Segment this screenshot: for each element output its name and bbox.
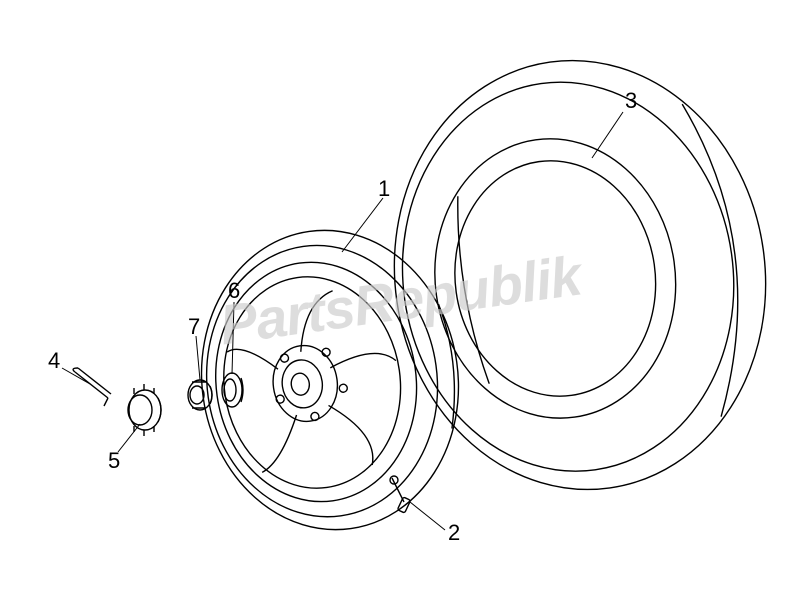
- callout-1: 1: [378, 176, 390, 202]
- callout-2: 2: [448, 520, 460, 546]
- callout-5: 5: [108, 448, 120, 474]
- callout-4: 4: [48, 348, 60, 374]
- parts-diagram-svg: [0, 0, 800, 600]
- valve-stem: [390, 476, 411, 513]
- callout-6: 6: [228, 278, 240, 304]
- callout-3: 3: [625, 88, 637, 114]
- cap-nut: [128, 384, 161, 436]
- callout-7: 7: [188, 314, 200, 340]
- diagram-canvas: PartsRepublik: [0, 0, 800, 600]
- cotter-pin: [73, 368, 111, 406]
- tire: [367, 36, 793, 513]
- leader-lines: [62, 112, 623, 530]
